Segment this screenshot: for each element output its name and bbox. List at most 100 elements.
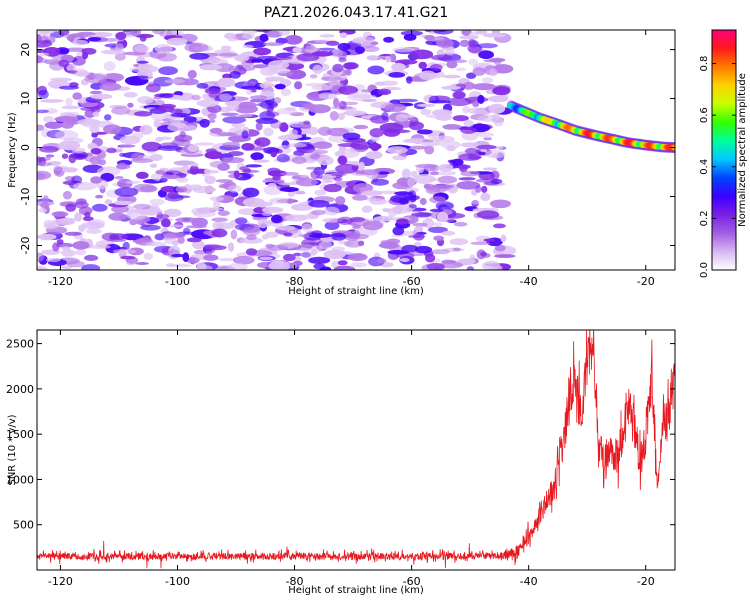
noise-blob	[38, 208, 47, 213]
noise-blob	[283, 232, 293, 237]
snr-x-axis-label: Height of straight line (km)	[288, 585, 424, 596]
noise-blob	[253, 201, 274, 207]
noise-blob	[373, 216, 394, 222]
noise-blob	[155, 136, 164, 142]
noise-blob	[478, 50, 494, 60]
colorbar-gradient	[711, 29, 737, 271]
noise-blob	[198, 265, 213, 270]
noise-blob	[429, 171, 439, 176]
noise-blob	[361, 205, 373, 213]
noise-blob	[343, 62, 357, 70]
noise-blob	[317, 47, 336, 51]
noise-blob	[242, 33, 255, 40]
noise-blob	[183, 227, 191, 234]
noise-blob	[401, 168, 411, 179]
noise-blob	[494, 244, 506, 252]
noise-blob	[489, 68, 498, 77]
signal-ridge	[506, 100, 675, 154]
noise-blob	[104, 199, 113, 205]
noise-blob	[112, 248, 137, 255]
noise-blob	[37, 162, 52, 167]
noise-blob	[471, 200, 480, 205]
noise-blob	[152, 30, 166, 35]
noise-blob	[408, 145, 428, 150]
noise-blob	[458, 153, 482, 161]
y-tick-label: 0	[19, 144, 32, 151]
noise-blob	[263, 185, 283, 196]
noise-blob	[460, 142, 480, 148]
noise-blob	[300, 243, 312, 248]
noise-blob	[204, 175, 216, 185]
noise-blob	[220, 45, 232, 51]
noise-blob	[72, 39, 88, 46]
noise-blob	[468, 58, 479, 66]
noise-blob	[500, 234, 507, 243]
noise-blob	[231, 122, 246, 128]
noise-blob	[204, 168, 211, 174]
noise-blob	[442, 74, 461, 79]
noise-blob	[60, 217, 76, 223]
noise-blob	[430, 249, 450, 255]
noise-blob	[446, 60, 458, 69]
noise-blob	[301, 223, 313, 232]
noise-blob	[255, 117, 279, 124]
noise-blob	[293, 252, 302, 257]
colorbar-tick-label: 0.0	[699, 262, 710, 278]
noise-blob	[71, 147, 86, 153]
noise-blob	[392, 226, 405, 236]
noise-blob	[189, 52, 210, 60]
noise-blob	[482, 167, 498, 171]
noise-blob	[280, 172, 299, 176]
noise-blob	[103, 61, 116, 71]
noise-blob	[196, 82, 209, 89]
noise-blob	[84, 211, 91, 219]
noise-blob	[362, 220, 384, 231]
noise-blob	[37, 57, 49, 64]
noise-blob	[154, 44, 173, 54]
noise-blob	[133, 203, 152, 210]
noise-blob	[114, 187, 139, 197]
noise-blob	[136, 171, 149, 179]
noise-blob	[87, 244, 112, 249]
noise-blob	[222, 116, 247, 124]
noise-blob	[186, 237, 202, 243]
spectrogram-x-ticks: -120 -100 -80 -60 -40 -20	[48, 30, 655, 288]
noise-blob	[480, 192, 491, 202]
spectrogram-y-axis-label: Frequency (Hz)	[7, 112, 18, 188]
noise-blob	[338, 100, 347, 110]
noise-blob	[410, 49, 434, 60]
noise-blob	[268, 197, 291, 204]
noise-blob	[412, 222, 428, 227]
noise-blob	[362, 190, 383, 195]
noise-blob	[337, 112, 346, 121]
noise-blob	[45, 154, 55, 158]
noise-blob	[416, 103, 436, 107]
noise-blob	[420, 141, 442, 147]
noise-blob	[103, 124, 122, 134]
noise-blob	[242, 187, 260, 198]
noise-blob	[43, 116, 55, 123]
noise-blob	[241, 130, 249, 139]
noise-blob	[90, 93, 113, 100]
noise-blob	[493, 84, 511, 92]
noise-blob	[37, 109, 49, 114]
noise-blob	[263, 42, 284, 46]
noise-blob	[111, 106, 131, 115]
noise-blob	[149, 204, 160, 210]
noise-blob	[407, 177, 415, 188]
noise-blob	[381, 112, 389, 121]
noise-blob	[196, 99, 219, 107]
noise-blob	[38, 89, 49, 99]
noise-blob	[463, 119, 474, 128]
noise-blob	[171, 253, 185, 258]
noise-blob	[289, 129, 298, 136]
noise-blob	[286, 134, 303, 139]
noise-blob	[456, 181, 481, 190]
noise-blob	[203, 245, 227, 251]
noise-blob	[219, 93, 233, 102]
noise-blob	[317, 126, 332, 136]
noise-blob	[475, 132, 495, 138]
noise-blob	[81, 47, 97, 55]
noise-blob	[481, 260, 501, 270]
noise-blob	[343, 231, 361, 241]
